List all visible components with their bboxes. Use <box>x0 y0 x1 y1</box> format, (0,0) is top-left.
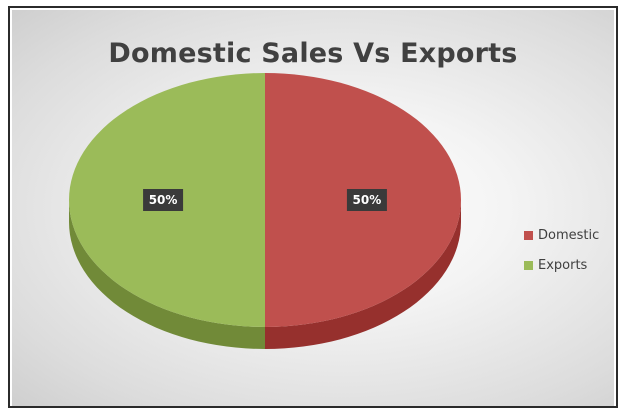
data-label-exports: 50% <box>143 189 184 211</box>
legend-swatch-domestic <box>524 230 533 240</box>
data-label-domestic: 50% <box>346 189 387 211</box>
legend-label-exports: Exports <box>538 257 588 273</box>
chart-title: Domestic Sales Vs Exports <box>108 38 518 69</box>
legend-label-domestic: Domestic <box>538 227 600 243</box>
data-label-text: 50% <box>149 193 178 207</box>
legend-swatch-exports <box>524 260 533 270</box>
legend-item-domestic: Domestic <box>524 226 599 244</box>
data-label-text: 50% <box>353 193 382 207</box>
chart-area: Domestic Sales Vs Exports 50% 50% Domesti… <box>12 10 614 406</box>
legend: Domestic Exports <box>524 226 599 286</box>
chart-frame: Domestic Sales Vs Exports 50% 50% Domesti… <box>8 6 618 408</box>
pie-layer <box>69 73 461 349</box>
pie-side-exports <box>69 200 265 349</box>
pie-chart: 50% 50% <box>69 73 461 349</box>
legend-item-exports: Exports <box>524 256 599 274</box>
data-label-box <box>346 189 387 211</box>
pie-side-domestic <box>265 200 461 349</box>
label-layer: 50% 50% <box>143 189 387 211</box>
data-label-box <box>143 189 184 211</box>
